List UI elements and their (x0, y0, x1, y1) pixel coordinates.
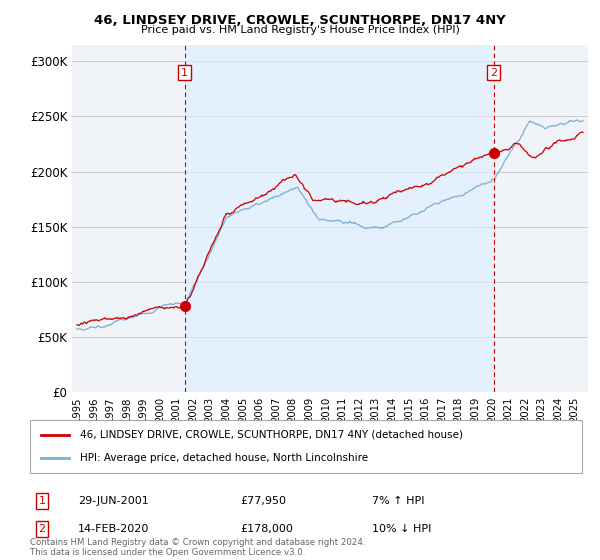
Text: 29-JUN-2001: 29-JUN-2001 (78, 496, 149, 506)
Text: 46, LINDSEY DRIVE, CROWLE, SCUNTHORPE, DN17 4NY: 46, LINDSEY DRIVE, CROWLE, SCUNTHORPE, D… (94, 14, 506, 27)
Text: 10% ↓ HPI: 10% ↓ HPI (372, 524, 431, 534)
Text: 2: 2 (38, 524, 46, 534)
FancyBboxPatch shape (30, 420, 582, 473)
Text: 46, LINDSEY DRIVE, CROWLE, SCUNTHORPE, DN17 4NY (detached house): 46, LINDSEY DRIVE, CROWLE, SCUNTHORPE, D… (80, 430, 463, 440)
Text: £77,950: £77,950 (240, 496, 286, 506)
Text: 14-FEB-2020: 14-FEB-2020 (78, 524, 149, 534)
Text: £178,000: £178,000 (240, 524, 293, 534)
Bar (185, 45, 494, 392)
Text: 1: 1 (181, 68, 188, 78)
Text: 1: 1 (38, 496, 46, 506)
Text: Contains HM Land Registry data © Crown copyright and database right 2024.
This d: Contains HM Land Registry data © Crown c… (30, 538, 365, 557)
Text: Price paid vs. HM Land Registry's House Price Index (HPI): Price paid vs. HM Land Registry's House … (140, 25, 460, 35)
Text: HPI: Average price, detached house, North Lincolnshire: HPI: Average price, detached house, Nort… (80, 453, 368, 463)
Text: 7% ↑ HPI: 7% ↑ HPI (372, 496, 425, 506)
Text: 2: 2 (490, 68, 497, 78)
